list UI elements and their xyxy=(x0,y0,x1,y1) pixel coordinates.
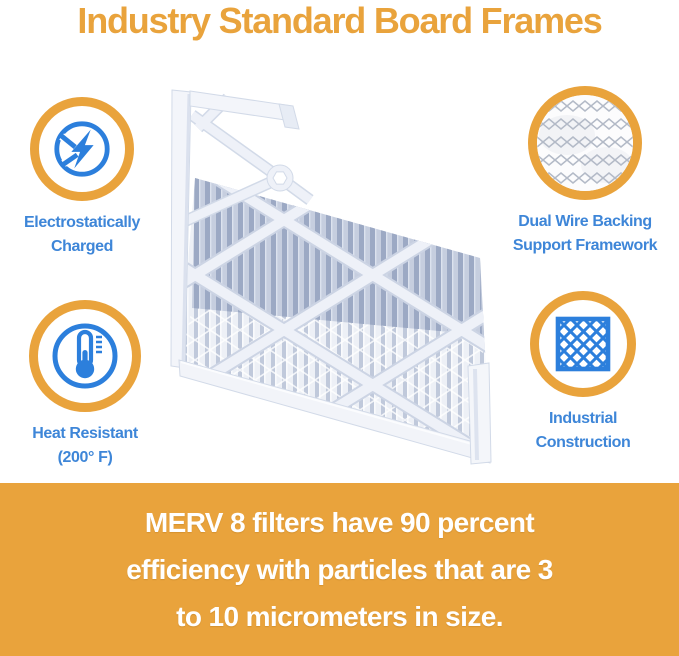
feature-label-line: (200° F) xyxy=(57,449,113,466)
feature-label-line: Construction xyxy=(535,434,631,451)
feature-label-line: Support Framework xyxy=(512,237,658,254)
thermometer-icon xyxy=(52,323,118,389)
diamond-lattice-icon xyxy=(555,316,611,372)
feature-ring xyxy=(29,300,141,412)
banner-line: efficiency with particles that are 3 xyxy=(126,554,553,585)
anti-static-lightning-icon xyxy=(54,121,110,177)
banner-line: to 10 micrometers in size. xyxy=(176,601,503,632)
feature-label-line: Industrial xyxy=(548,410,617,427)
feature-label: Industrial Construction xyxy=(536,407,631,455)
feature-industrial-construction: Industrial Construction xyxy=(503,291,663,455)
feature-dual-wire-backing: Dual Wire Backing Support Framework xyxy=(503,86,667,258)
merv-info-banner: MERV 8 filters have 90 percent efficienc… xyxy=(0,483,679,656)
feature-label: Dual Wire Backing Support Framework xyxy=(512,210,658,258)
feature-ring xyxy=(528,86,642,200)
feature-label-line: Heat Resistant xyxy=(32,425,138,442)
pleated-filter-graphic xyxy=(170,89,492,465)
wire-mesh-photo-icon xyxy=(537,95,633,191)
feature-label: Heat Resistant (200° F) xyxy=(32,422,138,470)
feature-electrostatically-charged: Electrostatically Charged xyxy=(3,97,161,259)
page-title: Industry Standard Board Frames xyxy=(77,0,602,41)
banner-line: MERV 8 filters have 90 percent xyxy=(144,507,535,538)
feature-label-line: Charged xyxy=(50,238,114,255)
feature-heat-resistant: Heat Resistant (200° F) xyxy=(7,300,163,470)
feature-ring xyxy=(30,97,134,201)
filter-image xyxy=(150,70,510,470)
feature-ring xyxy=(530,291,636,397)
feature-label: Electrostatically Charged xyxy=(24,211,140,259)
feature-label-line: Electrostatically xyxy=(24,214,140,231)
feature-label-line: Dual Wire Backing xyxy=(518,213,652,230)
